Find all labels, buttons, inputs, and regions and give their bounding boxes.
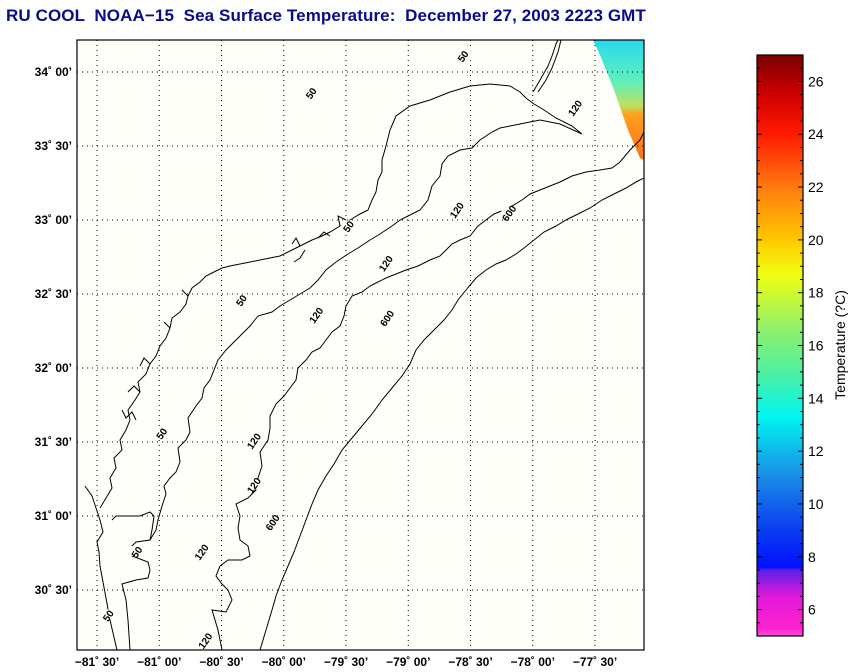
contour-label-bg xyxy=(378,257,397,268)
coastline xyxy=(84,171,383,650)
longitude-axis: −81˚ 30’ −81˚ 00’ −80˚ 30’ −80˚ 00’ −79˚ 30’… xyxy=(75,655,617,669)
isobath-120 xyxy=(211,131,644,650)
contour-label-bg xyxy=(264,516,283,527)
lon-tick-label: −79˚ 00’ xyxy=(386,655,430,669)
outer-banks xyxy=(532,40,562,93)
contour-label-bg xyxy=(379,312,398,323)
colorbar-tick-label: 18 xyxy=(808,285,824,301)
contour-label-bg xyxy=(129,546,148,556)
lat-tick-label: 32˚ 30’ xyxy=(35,287,72,301)
contour-label-bg xyxy=(501,207,520,218)
contour-label-bg xyxy=(246,435,265,445)
colorbar: 6 8 10 12 14 16 18 20 22 24 26 Temperature (?C) xyxy=(756,54,848,637)
map-title: RU COOL NOAA−15 Sea Surface Temperature:… xyxy=(6,6,646,25)
contour-label-bg xyxy=(153,427,172,438)
colorbar-tick-label: 16 xyxy=(808,338,824,354)
colorbar-tick-label: 8 xyxy=(808,549,816,565)
contour-label-bg xyxy=(193,546,212,556)
lat-tick-label: 32˚ 00’ xyxy=(35,361,72,375)
contour-label-bg xyxy=(455,50,474,61)
lon-tick-label: −79˚ 30’ xyxy=(324,655,368,669)
lon-tick-label: −77˚ 30’ xyxy=(573,655,617,669)
lat-tick-label: 31˚ 30’ xyxy=(35,435,72,449)
lat-tick-label: 34˚ 00’ xyxy=(35,65,72,79)
lat-tick-label: 33˚ 00’ xyxy=(35,213,72,227)
contour-label-bg xyxy=(246,479,265,490)
colorbar-tick-label: 6 xyxy=(808,602,816,618)
colorbar-tick-label: 26 xyxy=(808,73,824,89)
colorbar-tick-label: 20 xyxy=(808,232,824,248)
contour-label-bg xyxy=(308,309,327,320)
colorbar-title: Temperature (?C) xyxy=(832,290,848,400)
lon-tick-label: −81˚ 00’ xyxy=(137,655,181,669)
lat-tick-label: 31˚ 00’ xyxy=(35,509,72,523)
plot-area xyxy=(77,40,644,650)
lon-tick-label: −78˚ 30’ xyxy=(448,655,492,669)
colorbar-tick-label: 24 xyxy=(808,126,824,142)
colorbar-bar xyxy=(756,54,804,637)
graticule xyxy=(77,40,644,650)
colorbar-tick-label: 10 xyxy=(808,496,824,512)
contour-label-bg xyxy=(233,294,252,305)
colorbar-tick-label: 12 xyxy=(808,443,824,459)
contour-label-bg xyxy=(449,204,468,215)
contour-label-bg xyxy=(197,634,216,645)
isobath-600 xyxy=(259,177,644,650)
contour-label-bg xyxy=(100,609,119,620)
contour-label-bg xyxy=(567,102,586,112)
colorbar-tick-label: 14 xyxy=(808,390,824,406)
lon-tick-label: −78˚ 00’ xyxy=(511,655,555,669)
sst-swath xyxy=(593,40,644,160)
colorbar-ticks: 6 8 10 12 14 16 18 20 22 24 26 xyxy=(757,54,824,637)
colorbar-tick-label: 22 xyxy=(808,179,824,195)
contour-label-bg xyxy=(340,220,359,231)
latitude-axis: 34˚ 00’ 33˚ 30’ 33˚ 00’ 32˚ 30’ 32˚ 00’ 31˚ 3… xyxy=(35,65,72,597)
lon-tick-label: −80˚ 00’ xyxy=(262,655,306,669)
lon-tick-label: −81˚ 30’ xyxy=(75,655,119,669)
lat-tick-label: 30˚ 30’ xyxy=(35,583,72,597)
lon-tick-label: −80˚ 30’ xyxy=(199,655,243,669)
plot-frame xyxy=(76,39,645,651)
contour-layer xyxy=(84,40,644,650)
lat-tick-label: 33˚ 30’ xyxy=(35,139,72,153)
contour-label-bg xyxy=(303,87,322,98)
